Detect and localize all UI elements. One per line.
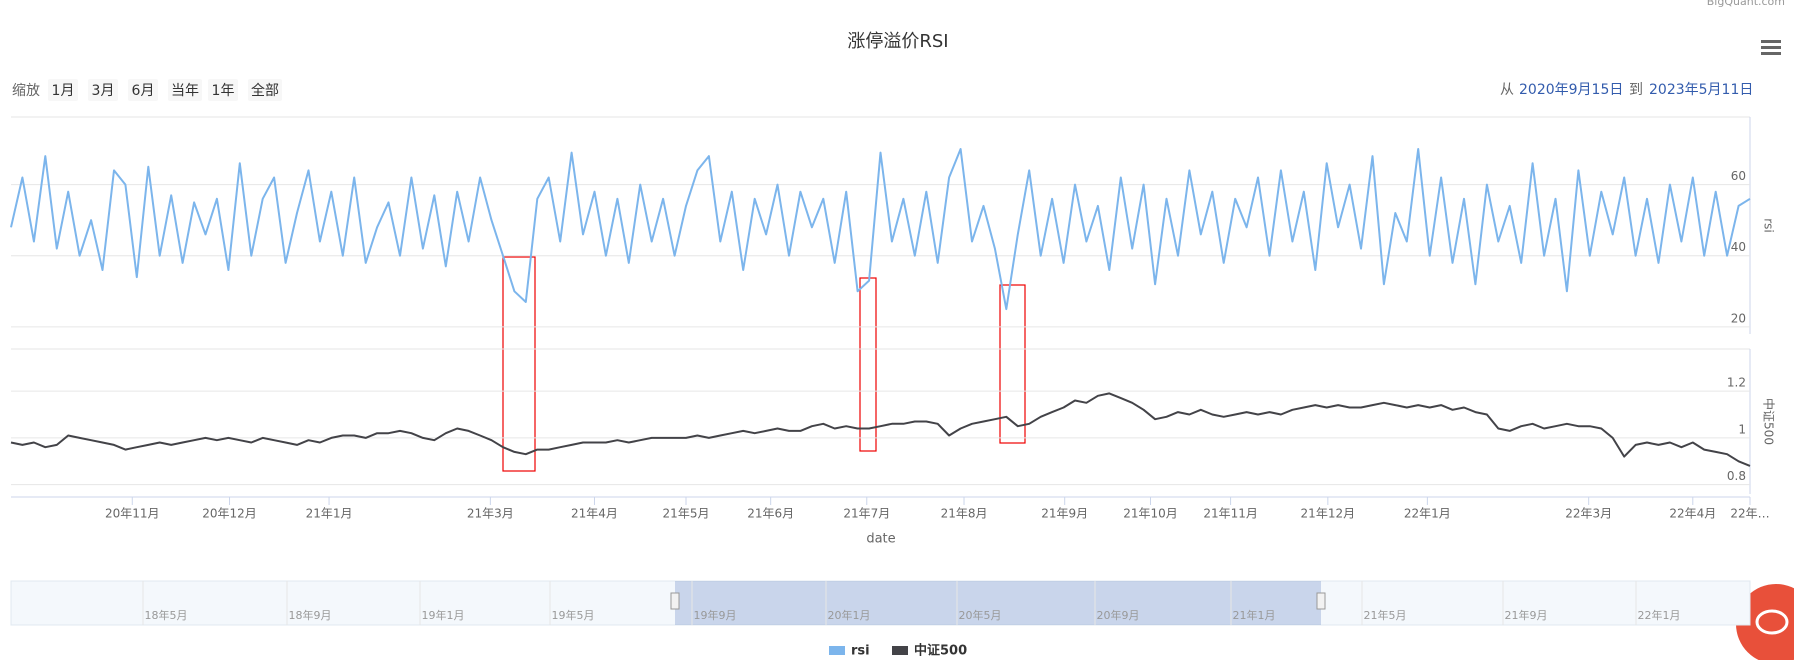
range-button[interactable] — [248, 79, 282, 101]
range-button-label[interactable]: 1月 — [52, 83, 75, 99]
navigator-label: 19年5月 — [552, 608, 595, 622]
navigator-label: 22年1月 — [1638, 608, 1681, 622]
series-line — [10, 148, 1751, 311]
x-tick-label: 22年4月 — [1669, 507, 1716, 521]
x-axis-title: date — [866, 532, 895, 547]
navigator-label: 18年9月 — [289, 608, 332, 622]
range-button-label[interactable]: 当年 — [171, 83, 199, 99]
chat-button[interactable] — [1736, 584, 1794, 660]
x-tick-label: 21年1月 — [306, 507, 353, 521]
range-button[interactable] — [48, 79, 78, 101]
navigator-bg — [10, 580, 1751, 626]
y-tick-label: 1 — [1738, 422, 1746, 436]
range-button-label[interactable]: 全部 — [251, 82, 279, 99]
range-button[interactable] — [208, 79, 238, 101]
x-tick-label: 21年4月 — [571, 507, 618, 521]
zoom-label: 缩放 — [12, 83, 40, 99]
from-date[interactable]: 2020年9月15日 — [1519, 82, 1623, 98]
x-tick-label: 22年3月 — [1565, 507, 1612, 521]
from-label: 从 — [1500, 82, 1514, 98]
chat-circle — [1736, 584, 1794, 660]
navigator-label: 20年1月 — [828, 608, 871, 622]
navigator-label: 21年1月 — [1233, 608, 1276, 622]
y-tick-label: 60 — [1731, 169, 1746, 183]
menu-bar — [1761, 40, 1781, 43]
menu-icon[interactable] — [1761, 40, 1781, 55]
x-tick-label: 22年… — [1730, 507, 1769, 521]
range-button-label[interactable]: 6月 — [132, 83, 155, 99]
to-date[interactable]: 2023年5月11日 — [1649, 82, 1753, 98]
y-tick-label: 1.2 — [1727, 376, 1746, 390]
x-tick-label: 20年11月 — [105, 507, 160, 521]
navigator-label: 18年5月 — [145, 608, 188, 622]
axis-title: rsi — [1762, 218, 1776, 233]
credits: BigQuant.com — [1707, 0, 1785, 8]
x-tick-label: 21年7月 — [843, 507, 890, 521]
legend-label[interactable]: rsi — [851, 644, 870, 659]
x-tick-label: 22年1月 — [1404, 507, 1451, 521]
y-tick-label: 40 — [1731, 240, 1746, 254]
range-button[interactable] — [88, 79, 118, 101]
navigator-label: 20年9月 — [1097, 608, 1140, 622]
menu-bar — [1761, 46, 1781, 49]
x-tick-label: 21年5月 — [663, 507, 710, 521]
chat-icon — [1755, 609, 1789, 635]
navigator-label: 19年9月 — [694, 608, 737, 622]
x-tick-label: 21年6月 — [747, 507, 794, 521]
navigator-label: 21年5月 — [1364, 608, 1407, 622]
x-tick-label: 20年12月 — [202, 507, 257, 521]
y-tick-label: 20 — [1731, 311, 1746, 325]
range-button[interactable] — [128, 79, 158, 101]
chart-title: 涨停溢价RSI — [847, 31, 948, 52]
highlight-box — [999, 284, 1026, 444]
axis-title: 中证500 — [1762, 398, 1777, 445]
legend-label[interactable]: 中证500 — [914, 643, 967, 659]
navigator-selection[interactable] — [675, 581, 1321, 625]
menu-bar — [1761, 52, 1781, 55]
navigator-handle[interactable] — [670, 592, 680, 610]
navigator-handle[interactable] — [1316, 592, 1326, 610]
series-line — [10, 392, 1751, 467]
legend-swatch[interactable] — [829, 646, 845, 655]
highlight-box — [502, 256, 536, 472]
x-tick-label: 21年11月 — [1203, 507, 1258, 521]
range-button-label[interactable]: 1年 — [212, 83, 235, 99]
to-label: 到 — [1629, 82, 1643, 98]
navigator-label: 20年5月 — [959, 608, 1002, 622]
legend-swatch[interactable] — [892, 646, 908, 655]
x-tick-label: 21年10月 — [1123, 507, 1178, 521]
x-tick-label: 21年9月 — [1041, 507, 1088, 521]
navigator-label: 21年9月 — [1505, 608, 1548, 622]
range-button-label[interactable]: 3月 — [92, 83, 115, 99]
x-tick-label: 21年8月 — [941, 507, 988, 521]
y-tick-label: 0.8 — [1727, 469, 1746, 483]
x-tick-label: 21年3月 — [467, 507, 514, 521]
highlight-box — [859, 277, 877, 452]
navigator-label: 19年1月 — [422, 608, 465, 622]
x-tick-label: 21年12月 — [1301, 507, 1356, 521]
range-button[interactable] — [168, 79, 202, 101]
